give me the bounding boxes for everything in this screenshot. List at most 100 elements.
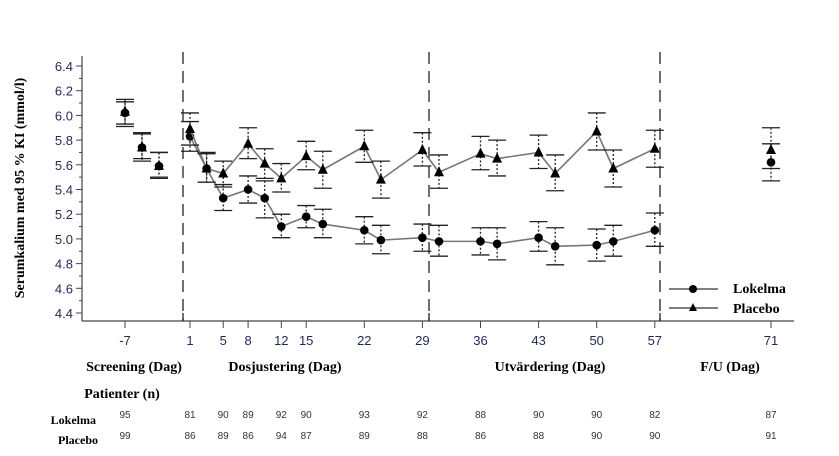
point-lokelma — [434, 237, 444, 246]
point-placebo — [201, 162, 212, 173]
patients-row-label-lokelma: Lokelma — [51, 413, 96, 427]
point-placebo — [218, 167, 229, 178]
point-lokelma — [550, 242, 560, 251]
x-tick-label: 36 — [473, 333, 487, 348]
y-tick-label: 6.2 — [55, 84, 73, 99]
patient-count-placebo: 89 — [218, 431, 230, 442]
x-tick-label: 12 — [274, 333, 288, 348]
y-tick-label: 5.6 — [55, 158, 73, 173]
x-tick-label: -7 — [119, 333, 131, 348]
patient-count-lokelma: 92 — [417, 410, 429, 421]
x-tick-label: 50 — [589, 333, 603, 348]
y-tick-label: 5.0 — [55, 232, 73, 247]
y-tick-label: 4.6 — [55, 281, 73, 296]
period-label-fu: F/U (Dag) — [700, 360, 760, 375]
patient-count-placebo: 88 — [417, 431, 429, 442]
y-axis-label: Serumkalium med 95 % KI (mmol/l) — [13, 77, 28, 298]
y-tick-label: 5.8 — [55, 133, 73, 148]
point-placebo — [475, 147, 486, 158]
patient-count-lokelma: 81 — [184, 410, 196, 421]
period-label-utvardering: Utvärdering (Dag) — [495, 360, 606, 375]
point-placebo — [766, 143, 776, 154]
point-lokelma — [277, 222, 286, 231]
legend-marker-lokelma — [689, 285, 697, 293]
point-lokelma — [318, 219, 328, 229]
point-placebo — [137, 141, 147, 152]
point-placebo — [649, 142, 660, 153]
patient-counts: 95 81 90 89 92 90 93 92 88 90 90 82 87 99 86 89 86 94 87 89… — [119, 410, 777, 442]
point-lokelma — [376, 235, 386, 245]
point-lokelma — [218, 193, 228, 203]
point-placebo — [154, 160, 164, 171]
patients-row-label-placebo: Placebo — [58, 433, 98, 447]
patients-title: Patienter (n) — [84, 387, 160, 402]
patient-count-lokelma: 90 — [533, 410, 545, 421]
y-tick-label: 6.4 — [55, 59, 73, 74]
point-placebo — [608, 162, 619, 173]
x-tick-label: 8 — [244, 333, 251, 348]
point-placebo — [301, 150, 312, 161]
point-placebo — [276, 172, 287, 183]
point-placebo — [533, 146, 544, 157]
patient-count-lokelma: 89 — [243, 410, 255, 421]
point-placebo — [492, 152, 503, 163]
x-tick-label: 43 — [531, 333, 545, 348]
patient-count-placebo: 87 — [301, 431, 313, 442]
patient-count-placebo: 89 — [359, 431, 371, 442]
patient-count-lokelma: 82 — [649, 410, 661, 421]
patient-count-placebo: 86 — [243, 431, 255, 442]
patient-count-lokelma: 90 — [591, 410, 603, 421]
point-placebo — [317, 163, 328, 174]
point-placebo — [591, 125, 602, 136]
legend-label-lokelma: Lokelma — [733, 282, 786, 297]
point-placebo — [359, 140, 370, 151]
x-tick-label: 1 — [186, 333, 193, 348]
y-tick-label: 6.0 — [55, 108, 73, 123]
x-tick-label: 57 — [648, 333, 662, 348]
patient-count-placebo: 90 — [649, 431, 661, 442]
axes: 4.44.64.85.05.25.45.65.86.06.26.4-7 1 5 8 12… — [55, 52, 794, 348]
x-tick-label: 15 — [299, 333, 313, 348]
patient-count-lokelma: 95 — [119, 410, 131, 421]
patient-count-placebo: 86 — [184, 431, 196, 442]
point-lokelma — [243, 185, 253, 194]
y-tick-label: 4.4 — [55, 306, 73, 321]
point-lokelma — [418, 233, 427, 242]
point-placebo — [259, 157, 270, 168]
legend-label-placebo: Placebo — [733, 302, 780, 317]
legend-marker-placebo — [689, 303, 697, 311]
patient-count-placebo: 86 — [475, 431, 487, 442]
patient-count-placebo: 91 — [765, 431, 777, 442]
point-placebo — [120, 105, 130, 116]
patient-count-lokelma: 90 — [218, 410, 230, 421]
point-lokelma — [534, 233, 543, 242]
patient-count-lokelma: 92 — [276, 410, 288, 421]
x-tick-label: 71 — [764, 333, 778, 348]
point-placebo — [550, 167, 561, 178]
patient-count-placebo: 88 — [533, 431, 545, 442]
patient-count-lokelma: 87 — [765, 410, 777, 421]
marks — [116, 98, 780, 266]
point-lokelma — [592, 240, 601, 250]
patient-count-placebo: 94 — [276, 431, 288, 442]
x-tick-label: 29 — [415, 333, 429, 348]
point-lokelma — [260, 193, 270, 203]
y-tick-label: 5.2 — [55, 207, 73, 222]
x-tick-label: 5 — [220, 333, 227, 348]
point-lokelma — [650, 225, 660, 235]
patient-count-lokelma: 88 — [475, 410, 487, 421]
point-placebo — [185, 122, 195, 133]
patient-count-placebo: 99 — [119, 431, 131, 442]
y-tick-label: 5.4 — [55, 183, 73, 198]
patient-count-lokelma: 90 — [301, 410, 313, 421]
patient-count-lokelma: 93 — [359, 410, 371, 421]
x-tick-label: 22 — [357, 333, 371, 348]
point-placebo — [243, 137, 254, 148]
period-label-dosjustering: Dosjustering (Dag) — [228, 360, 341, 375]
point-lokelma — [766, 158, 776, 167]
period-label-screening: Screening (Dag) — [86, 360, 182, 375]
point-placebo — [434, 166, 444, 177]
point-placebo — [417, 143, 428, 154]
point-lokelma — [360, 225, 369, 235]
